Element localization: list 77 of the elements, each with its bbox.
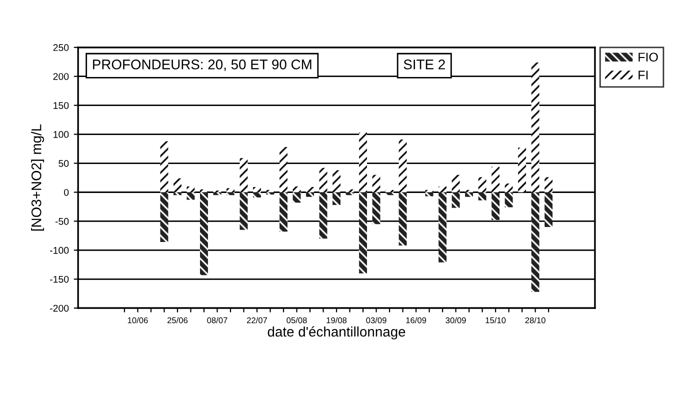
bar [531, 62, 540, 192]
bar [478, 192, 486, 200]
y-tick-label: -150 [50, 276, 69, 283]
bar [280, 147, 288, 192]
bar [200, 192, 208, 276]
bar [292, 186, 301, 192]
bar [253, 192, 261, 198]
bar [544, 177, 553, 192]
bar [425, 192, 434, 196]
bar [398, 140, 407, 192]
bar [452, 192, 460, 208]
bar [332, 192, 340, 205]
bar [240, 192, 248, 230]
legend-label: FIO [638, 52, 658, 62]
annotation: PROFONDEURS: 20, 50 ET 90 CM [93, 60, 312, 72]
y-axis-title: [NO3+NO2] mg/L [31, 124, 44, 231]
bar [372, 192, 380, 224]
bar [372, 174, 380, 192]
bar [478, 177, 486, 192]
y-tick-label: 100 [54, 131, 69, 138]
x-tick-label: 03/09 [366, 317, 386, 324]
legend-label: FI [638, 70, 648, 80]
x-tick-label: 08/07 [207, 317, 228, 324]
y-tick-label: 250 [53, 44, 69, 52]
bar [332, 170, 340, 192]
y-tick-label: 200 [53, 73, 69, 80]
bar [306, 192, 314, 197]
bar [186, 186, 195, 192]
bar [386, 192, 394, 196]
x-axis-title: date d'échantillonnage [268, 326, 406, 340]
bar [280, 192, 288, 232]
y-tick-label: 150 [54, 102, 69, 109]
x-tick-label: 05/08 [286, 317, 307, 324]
x-tick-label: 28/10 [525, 317, 546, 324]
y-tick-label: -50 [55, 218, 69, 225]
x-tick-label: 30/09 [446, 317, 466, 324]
bar [492, 166, 500, 192]
x-tick-label: 25/06 [167, 317, 188, 324]
bar [452, 174, 460, 192]
bar [319, 192, 328, 239]
bar [465, 192, 474, 197]
bar [504, 192, 513, 208]
x-tick-label: 15/10 [486, 317, 506, 324]
bar [346, 192, 354, 196]
bar [359, 192, 367, 274]
bar [398, 192, 407, 246]
annotation: SITE 2 [404, 60, 445, 70]
bar [306, 187, 314, 192]
bar [160, 192, 168, 242]
bar [438, 192, 447, 262]
bar [186, 192, 195, 200]
x-tick-label: 19/08 [326, 317, 347, 324]
bar [240, 158, 248, 192]
bar [253, 187, 261, 192]
bar [174, 192, 182, 196]
bar [492, 192, 500, 220]
bar [213, 192, 222, 196]
bar [266, 192, 274, 195]
bar [544, 192, 553, 227]
bar [518, 148, 526, 192]
bar [226, 188, 234, 192]
bar [160, 141, 168, 192]
bar [292, 192, 301, 203]
x-tick-label: 22/07 [246, 317, 268, 324]
bar [319, 168, 328, 192]
x-tick-label: 16/09 [406, 317, 426, 324]
bar [438, 186, 447, 192]
bar [531, 192, 540, 292]
bar [504, 184, 513, 192]
bar [359, 132, 367, 192]
y-tick-label: -100 [50, 246, 69, 254]
y-tick-label: -200 [50, 304, 69, 312]
bar [174, 178, 182, 192]
y-tick-label: 50 [58, 160, 69, 167]
bar [226, 192, 234, 196]
x-tick-label: 10/06 [128, 317, 148, 324]
y-tick-label: 0 [64, 188, 69, 196]
